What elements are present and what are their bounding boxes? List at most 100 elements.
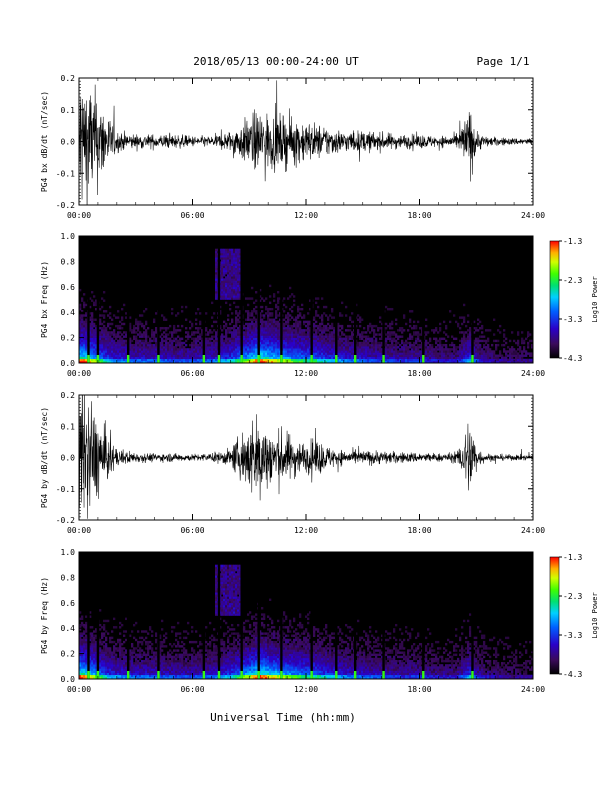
- spectrogram-cell: [161, 350, 164, 353]
- spectrogram-cell: [83, 343, 86, 347]
- spectrogram-cell: [315, 335, 318, 338]
- spectrogram-cell: [511, 350, 514, 353]
- spectrogram-cell: [131, 352, 134, 355]
- spectrogram-cell: [301, 333, 304, 336]
- spectrogram-cell: [239, 350, 242, 353]
- spectrogram-cell: [101, 358, 104, 362]
- spectrogram-cell: [477, 322, 480, 326]
- spectrogram-cell: [275, 358, 278, 362]
- spectrogram-cell: [393, 339, 396, 343]
- spectrogram-cell: [247, 327, 250, 330]
- spectrogram-cell: [129, 346, 132, 349]
- spectrogram-cell: [425, 346, 428, 349]
- spectrogram-cell: [191, 324, 194, 328]
- spectrogram-cell: [175, 346, 178, 349]
- spectrogram-cell: [79, 662, 82, 665]
- spectrogram-cell: [119, 632, 122, 635]
- spectrogram-cell: [223, 261, 226, 264]
- spectrogram-cell: [229, 331, 232, 334]
- spectrogram-cell: [85, 647, 88, 650]
- spectrogram-cell: [305, 339, 308, 343]
- spectrogram-cell: [85, 354, 88, 357]
- spectrogram-cell: [175, 360, 178, 364]
- spectrogram-cell: [473, 352, 476, 355]
- spectrogram-cell: [497, 358, 500, 362]
- spectrogram-cell: [225, 265, 228, 269]
- spectrogram-cell: [415, 346, 418, 349]
- spectrogram-cell: [493, 350, 496, 353]
- spectrogram-cell: [267, 348, 270, 351]
- spectrogram-cell: [115, 360, 118, 364]
- spectrogram-cell: [269, 331, 272, 334]
- spectrogram-cell: [495, 348, 498, 351]
- spectrogram-cell: [249, 346, 252, 349]
- spectrogram-cell: [209, 339, 212, 343]
- spectrogram-cell: [175, 343, 178, 347]
- spectrogram-cell: [237, 341, 240, 345]
- spectrogram-cell: [267, 337, 270, 341]
- spectrogram-cell: [207, 358, 210, 362]
- spectrogram-cell: [239, 271, 242, 275]
- spectrogram-cell: [221, 265, 224, 269]
- spectrogram-cell: [193, 343, 196, 347]
- spectrogram-cell: [413, 333, 416, 336]
- spectrogram-cell: [513, 348, 516, 351]
- spectrogram-cell: [93, 358, 96, 362]
- spectrogram-cell: [119, 337, 122, 341]
- spectrogram-cell: [205, 343, 208, 347]
- spectrogram-cell: [343, 339, 346, 343]
- spectrogram-cell: [379, 346, 382, 349]
- spectrogram-cell: [269, 348, 272, 351]
- spectrogram-cell: [329, 356, 332, 360]
- spectrogram-cell: [303, 331, 306, 334]
- spectrogram-cell: [391, 348, 394, 351]
- spectrogram-cell: [523, 358, 526, 362]
- spectrogram-cell: [91, 299, 94, 302]
- spectrogram-cell: [93, 662, 96, 665]
- spectrogram-cell: [101, 655, 104, 659]
- spectrogram-cell: [81, 337, 84, 341]
- spectrogram-cell: [125, 339, 128, 343]
- spectrogram-cell: [467, 356, 470, 360]
- spectrogram-cell: [113, 657, 116, 661]
- spectrogram-cell: [125, 343, 128, 347]
- spectrogram-cell: [109, 655, 112, 659]
- spectrogram-cell: [221, 335, 224, 338]
- spectrogram-cell: [91, 318, 94, 321]
- spectrogram-cell: [99, 314, 102, 317]
- spectrogram-cell: [125, 664, 128, 667]
- spectrogram-cell: [121, 341, 124, 345]
- spectrogram-cell: [89, 645, 92, 648]
- spectrogram-cell: [473, 350, 476, 353]
- spectrogram-cell: [455, 354, 458, 357]
- spectrogram-cell: [159, 356, 162, 360]
- spectrogram-cell: [299, 343, 302, 347]
- spectrogram-cell: [99, 653, 102, 657]
- spectrogram-cell: [239, 297, 242, 300]
- spectrogram-cell: [331, 348, 334, 351]
- spectrogram-cell: [229, 269, 232, 273]
- spectrogram-cell: [99, 307, 102, 311]
- spectrogram-cell: [215, 331, 218, 334]
- data-gap-line: [382, 236, 385, 363]
- spectrogram-cell: [265, 350, 268, 353]
- spectrogram-cell: [175, 339, 178, 343]
- spectrogram-cell: [137, 356, 140, 360]
- spectrogram-cell: [85, 324, 88, 328]
- spectrogram-cell: [235, 305, 238, 309]
- spectrogram-cell: [235, 352, 238, 355]
- spectrogram-cell: [107, 354, 110, 357]
- spectrogram-cell: [321, 360, 324, 364]
- spectrogram-cell: [121, 352, 124, 355]
- spectrogram-cell: [395, 358, 398, 362]
- spectrogram-cell: [309, 343, 312, 347]
- spectrogram-cell: [279, 335, 282, 338]
- spectrogram-cell: [227, 259, 230, 262]
- spectrogram-cell: [315, 350, 318, 353]
- spectrogram-cell: [239, 250, 242, 254]
- y-tick-label: 1.0: [61, 232, 76, 241]
- spectrogram-cell: [101, 659, 104, 663]
- spectrogram-cell: [173, 327, 176, 330]
- spectrogram-cell: [245, 356, 248, 360]
- spectrogram-cell: [265, 329, 268, 332]
